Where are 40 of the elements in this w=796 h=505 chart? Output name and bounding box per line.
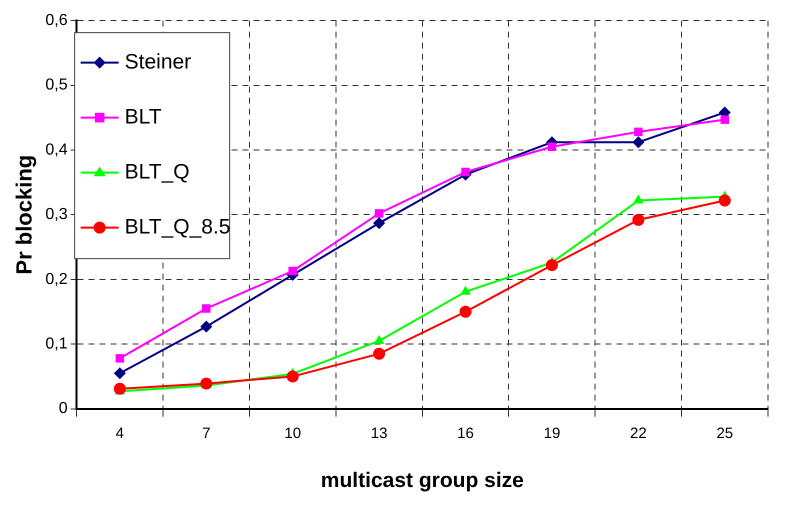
- point: [720, 115, 730, 124]
- point: [632, 214, 644, 226]
- legend-label: BLT: [124, 105, 162, 128]
- x-tick-label: 4: [116, 424, 124, 442]
- y-tick-label: 0: [58, 400, 68, 418]
- point: [374, 209, 384, 218]
- legend-label: Steiner: [124, 50, 192, 74]
- point: [460, 286, 471, 295]
- y-tick-label: 0,5: [45, 76, 68, 94]
- y-tick-label: 0,3: [45, 206, 68, 224]
- x-tick-label: 7: [202, 424, 210, 442]
- point: [373, 348, 386, 360]
- point: [288, 266, 297, 276]
- y-tick-label: 0,2: [45, 270, 68, 288]
- y-tick-label: 0,4: [45, 141, 68, 158]
- point: [116, 354, 124, 363]
- point: [634, 128, 643, 136]
- x-axis-title: multicast group size: [320, 469, 524, 492]
- point: [373, 217, 386, 230]
- point: [461, 168, 470, 176]
- x-tick-label: 16: [457, 424, 474, 442]
- x-tick-label: 10: [284, 424, 302, 442]
- legend-label: BLT_Q: [124, 160, 190, 184]
- point: [202, 304, 211, 313]
- point: [718, 194, 731, 206]
- y-axis-title: Pr blocking: [11, 154, 36, 275]
- point: [286, 370, 299, 382]
- point: [632, 136, 644, 148]
- point: [548, 142, 556, 152]
- x-tick-label: 19: [544, 424, 560, 442]
- point: [200, 320, 212, 333]
- x-tick-label: 25: [716, 424, 734, 442]
- y-tick-label: 0,6: [45, 12, 68, 30]
- point: [460, 306, 472, 318]
- point: [114, 367, 126, 380]
- point: [546, 259, 558, 272]
- x-tick-label: 22: [630, 424, 647, 442]
- legend-label: BLT_Q_8.5: [124, 215, 230, 238]
- x-tick-label: 13: [370, 424, 388, 442]
- y-tick-label: 0,1: [45, 336, 68, 353]
